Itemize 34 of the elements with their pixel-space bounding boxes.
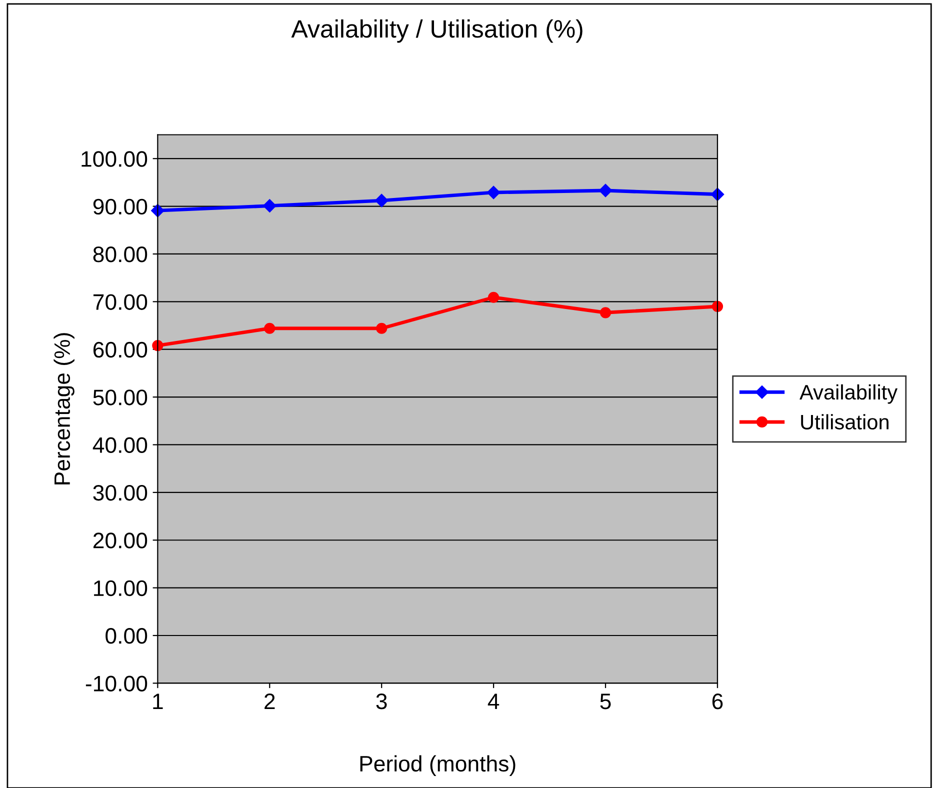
legend-label: Utilisation <box>801 414 888 430</box>
x-tick-label: 3 <box>376 694 387 710</box>
y-tick-label: 80.00 <box>93 246 148 262</box>
chart-title: Availability / Utilisation (%) <box>291 19 582 43</box>
point <box>264 322 276 334</box>
y-tick-label: 100.00 <box>82 151 148 167</box>
y-tick-label: 30.00 <box>93 484 148 501</box>
x-tick-label: 2 <box>264 694 275 710</box>
y-tick-label: 90.00 <box>93 198 148 215</box>
y-tick-label: 40.00 <box>92 437 148 454</box>
x-axis-title: Period (months) <box>360 755 516 776</box>
y-axis-title: Percentage (%) <box>54 333 74 484</box>
point <box>376 322 388 334</box>
point <box>375 194 388 208</box>
point <box>712 300 724 312</box>
y-tick-label: 60.00 <box>93 342 148 358</box>
x-tick-label: 4 <box>488 694 500 710</box>
x-tick-label: 5 <box>600 694 611 710</box>
point <box>598 184 612 198</box>
x-tick-label: 1 <box>153 694 163 710</box>
point <box>488 292 500 303</box>
y-tick-label: 50.00 <box>93 390 148 406</box>
x-tick-label: 6 <box>712 694 723 710</box>
point <box>151 204 164 218</box>
y-tick-label: 10.00 <box>94 580 148 596</box>
point <box>263 199 276 212</box>
y-tick-label: 70.00 <box>93 294 148 310</box>
y-tick-label: -10.00 <box>86 676 148 692</box>
point <box>600 307 612 318</box>
y-tick-label: 20.00 <box>93 532 148 548</box>
point <box>486 186 500 200</box>
y-tick-label: 0.00 <box>106 628 148 644</box>
point <box>152 340 164 352</box>
legend-label: Availability <box>800 384 898 404</box>
